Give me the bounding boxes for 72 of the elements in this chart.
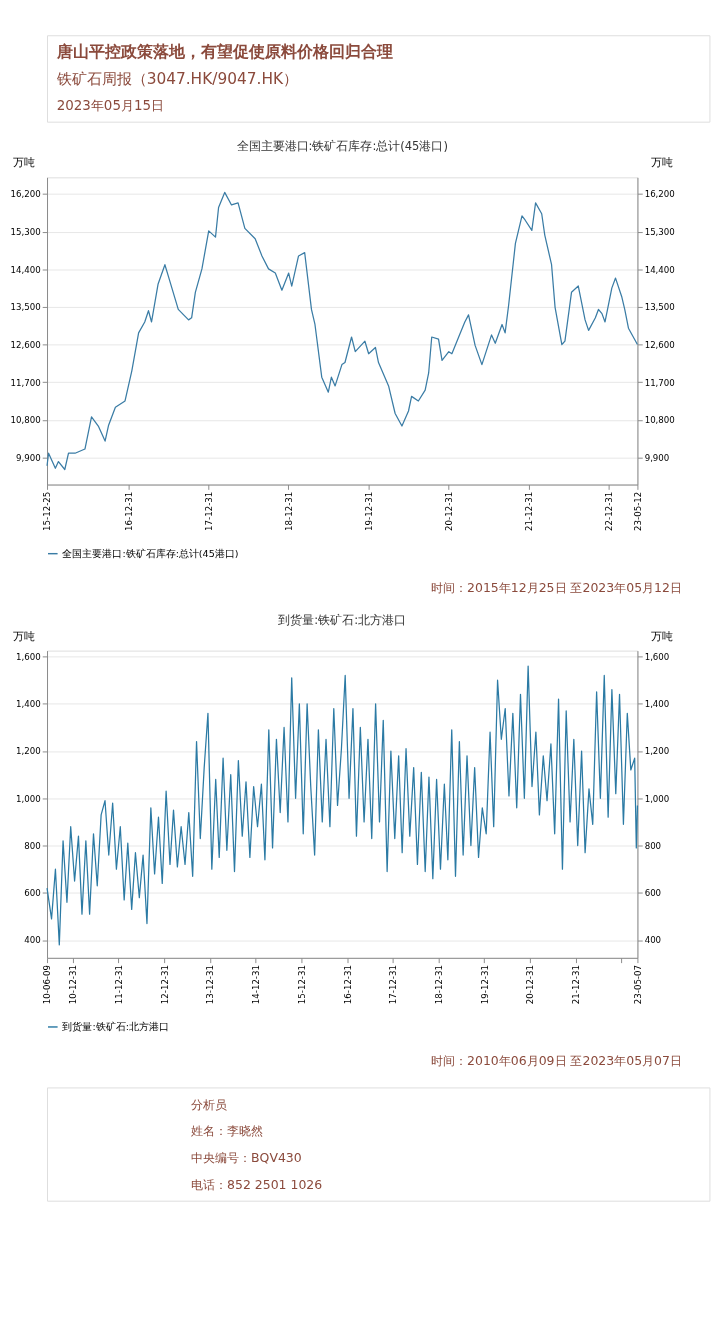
x-tick-label: 12-12-31 — [159, 965, 170, 1005]
text: 唐山平控政策落地，有望促使原料价格回归合理 — [55, 42, 393, 62]
text: 分析员 — [191, 1096, 228, 1112]
y-tick-label: 800 — [24, 840, 41, 851]
text: 时间：2015年12月25日 至2023年05月12日 — [431, 580, 682, 596]
y2-tick-label: 10,800 — [644, 415, 675, 426]
y2-axis-title: 万吨 — [650, 629, 673, 642]
y-tick-label: 1,000 — [16, 793, 41, 804]
y2-tick-label: 16,200 — [644, 189, 675, 200]
y-axis-title: 万吨 — [12, 629, 35, 642]
y-axis-title: 万吨 — [12, 156, 35, 169]
text: 2023年05月15日 — [56, 98, 165, 114]
x-tick-label: 13-12-31 — [205, 965, 216, 1005]
x-tick-label: 18-12-31 — [283, 491, 294, 531]
y-tick-label: 1,200 — [16, 746, 41, 757]
y-tick-label: 16,200 — [10, 189, 41, 200]
x-tick-label: 16-12-31 — [342, 965, 353, 1005]
y2-tick-label: 14,400 — [644, 264, 675, 275]
x-tick-label: 23-05-07 — [632, 965, 643, 1005]
y2-tick-label: 1,400 — [644, 699, 670, 710]
chart-title: 全国主要港口:铁矿石库存:总计(45港口) — [236, 139, 448, 154]
y2-tick-label: 13,500 — [644, 302, 675, 313]
chart-title: 到货量:铁矿石:北方港口 — [278, 612, 407, 627]
y-tick-label: 600 — [24, 888, 41, 899]
y2-tick-label: 12,600 — [644, 339, 675, 350]
y-tick-label: 12,600 — [10, 339, 41, 350]
y-tick-label: 400 — [24, 935, 41, 946]
text: 时间：2010年06月09日 至2023年05月07日 — [431, 1053, 682, 1069]
x-tick-label: 11-12-31 — [113, 965, 124, 1005]
y2-tick-label: 600 — [644, 888, 662, 899]
x-tick-label: 23-05-12 — [632, 491, 643, 531]
y-tick-label: 13,500 — [10, 302, 41, 313]
text: 中央编号：BQV430 — [191, 1150, 302, 1166]
y2-tick-label: 15,300 — [644, 227, 675, 238]
x-tick-label: 19-12-31 — [479, 965, 490, 1005]
y-tick-label: 15,300 — [10, 227, 41, 238]
x-tick-label: 16-12-31 — [123, 491, 134, 531]
y2-tick-label: 1,000 — [644, 793, 670, 804]
y-tick-label: 11,700 — [10, 377, 41, 388]
x-tick-label: 14-12-31 — [251, 965, 262, 1005]
y2-tick-label: 11,700 — [644, 377, 675, 388]
y2-tick-label: 800 — [644, 840, 662, 851]
x-tick-label: 10-12-31 — [68, 965, 79, 1005]
text: 电话：852 2501 1026 — [191, 1177, 323, 1193]
x-tick-label: 21-12-31 — [523, 491, 534, 531]
y-tick-label: 9,900 — [16, 452, 41, 463]
x-tick-label: 10-06-09 — [42, 965, 53, 1005]
legend-label: 到货量:铁矿石:北方港口 — [62, 1020, 169, 1032]
x-tick-label: 20-12-31 — [443, 491, 454, 531]
y-tick-label: 1,400 — [16, 699, 41, 710]
y2-tick-label: 400 — [644, 935, 662, 946]
x-tick-label: 19-12-31 — [363, 491, 374, 531]
text: 姓名：李晓然 — [191, 1123, 264, 1139]
y2-tick-label: 1,600 — [644, 651, 670, 662]
x-tick-label: 21-12-31 — [571, 965, 582, 1005]
line-series — [46, 665, 639, 946]
y2-tick-label: 9,900 — [644, 452, 670, 463]
y-tick-label: 10,800 — [10, 415, 41, 426]
line-series — [46, 191, 639, 471]
x-tick-label: 22-12-31 — [603, 491, 614, 531]
x-tick-label: 18-12-31 — [433, 965, 444, 1005]
y2-axis-title: 万吨 — [650, 156, 673, 169]
y2-tick-label: 1,200 — [644, 746, 670, 757]
legend-label: 全国主要港口:铁矿石库存:总计(45港口) — [62, 547, 239, 559]
x-tick-label: 17-12-31 — [203, 491, 214, 531]
x-tick-label: 15-12-31 — [296, 965, 307, 1005]
x-tick-label: 15-12-25 — [42, 491, 53, 531]
y-tick-label: 1,600 — [16, 651, 41, 662]
y-tick-label: 14,400 — [10, 264, 41, 275]
x-tick-label: 20-12-31 — [525, 965, 536, 1005]
text: 铁矿石周报（3047.HK/9047.HK） — [55, 70, 299, 89]
x-tick-label: 17-12-31 — [388, 965, 399, 1005]
